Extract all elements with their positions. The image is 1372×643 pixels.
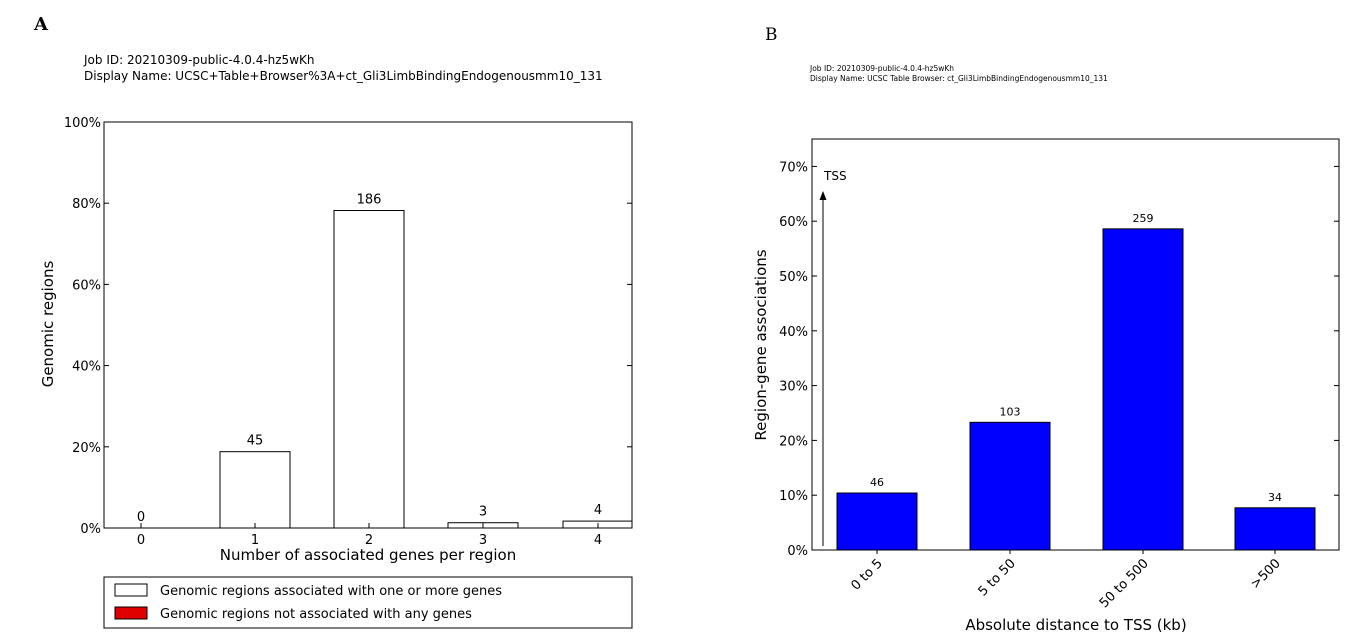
chart-a-y-axis: 0% 20% 40% 60% 80% 100% xyxy=(64,116,632,537)
chart-b-ytick-label: 0% xyxy=(787,544,808,559)
chart-b-bar xyxy=(836,492,918,551)
chart-b-ytick-label: 50% xyxy=(779,270,808,285)
tss-label: TSS xyxy=(823,169,847,183)
chart-b-bar-value-label: 259 xyxy=(1133,212,1154,225)
chart-b-ytick-label: 20% xyxy=(779,434,808,449)
chart-a-ytick-label: 40% xyxy=(72,360,101,375)
legend-swatch-red xyxy=(114,606,148,620)
panel-b-job-id: Job ID: 20210309-public-4.0.4-hz5wKh xyxy=(809,64,954,73)
chart-a-ytick-label: 80% xyxy=(72,197,101,212)
chart-a-bar-value-label: 186 xyxy=(357,193,382,208)
chart-a-x-axis: 0 1 2 3 4 xyxy=(137,523,602,548)
chart-b-ytick-label: 70% xyxy=(779,160,808,175)
chart-a-bar-value-label: 4 xyxy=(594,503,602,518)
chart-b-xtick-label: 5 to 50 xyxy=(976,556,1019,599)
panel-a-letter: A xyxy=(33,14,49,35)
chart-a-xtick-label: 2 xyxy=(365,533,373,548)
chart-a-ytick-label: 20% xyxy=(72,441,101,456)
panel-a-display-name: Display Name: UCSC+Table+Browser%3A+ct_G… xyxy=(84,69,603,83)
chart-a-xtick-label: 3 xyxy=(479,533,487,548)
chart-b-bar-value-label: 46 xyxy=(870,476,884,489)
chart-a-ytick-label: 100% xyxy=(64,116,101,131)
tss-annotation: TSS xyxy=(819,169,847,546)
chart-a-bar-value-label: 0 xyxy=(137,510,145,525)
chart-a-ytick-label: 60% xyxy=(72,278,101,293)
chart-a-xtick-label: 1 xyxy=(251,533,259,548)
chart-b-ytick-label: 40% xyxy=(779,325,808,340)
chart-a-plot-frame xyxy=(103,121,633,529)
chart-a-xtick-label: 0 xyxy=(137,533,145,548)
chart-b-bar-value-label: 103 xyxy=(1000,405,1021,418)
chart-b-ytick-label: 10% xyxy=(779,489,808,504)
chart-b-bar-labels: 46 103 259 34 xyxy=(870,212,1282,504)
tss-arrow-head-icon xyxy=(819,191,827,200)
chart-a-ylabel: Genomic regions xyxy=(39,261,57,388)
chart-b-xtick-label: 0 to 5 xyxy=(848,556,885,593)
chart-a-bar-value-label: 45 xyxy=(247,434,264,449)
chart-b-ytick-label: 30% xyxy=(779,380,808,395)
chart-b-y-axis: 0% 10% 20% 30% 40% 50% 60% 70% xyxy=(779,160,1339,559)
panel-a-job-id: Job ID: 20210309-public-4.0.4-hz5wKh xyxy=(83,53,314,67)
chart-b-ytick-label: 60% xyxy=(779,215,808,230)
chart-a-legend: Genomic regions associated with one or m… xyxy=(103,576,633,629)
chart-a-bar-labels: 0 45 186 3 4 xyxy=(137,193,602,525)
legend-label-not-associated: Genomic regions not associated with any … xyxy=(160,607,472,622)
chart-b-bar xyxy=(1102,228,1184,551)
legend-label-associated: Genomic regions associated with one or m… xyxy=(160,584,502,599)
chart-b-bars xyxy=(836,228,1316,551)
legend-swatch-white xyxy=(114,583,148,597)
chart-b-xtick-label: >500 xyxy=(1248,556,1284,592)
chart-a-ytick-label: 0% xyxy=(80,522,101,537)
panel-a: A Job ID: 20210309-public-4.0.4-hz5wKh D… xyxy=(33,14,633,629)
chart-a-xtick-label: 4 xyxy=(594,533,602,548)
panel-b-display-name: Display Name: UCSC Table Browser: ct_Gli… xyxy=(810,74,1108,83)
chart-b-xlabel: Absolute distance to TSS (kb) xyxy=(965,616,1186,634)
panel-b: B Job ID: 20210309-public-4.0.4-hz5wKh D… xyxy=(752,25,1340,634)
chart-a-bar-2 xyxy=(333,210,405,529)
legend-frame xyxy=(103,576,633,629)
panel-b-letter: B xyxy=(765,25,778,45)
chart-b-ylabel: Region-gene associations xyxy=(752,249,770,440)
chart-a-bar-1 xyxy=(219,451,291,529)
chart-a-bars xyxy=(219,210,633,529)
chart-b-bar xyxy=(969,421,1051,551)
chart-b-bar-value-label: 34 xyxy=(1268,491,1282,504)
chart-b-plot-frame xyxy=(811,138,1340,551)
chart-b-bar xyxy=(1234,507,1316,551)
chart-a-xlabel: Number of associated genes per region xyxy=(220,546,516,564)
chart-a-bar-value-label: 3 xyxy=(479,505,487,520)
chart-b-xtick-label: 50 to 500 xyxy=(1097,556,1152,611)
chart-b-x-axis: 0 to 5 5 to 50 50 to 500 >500 xyxy=(848,550,1284,611)
